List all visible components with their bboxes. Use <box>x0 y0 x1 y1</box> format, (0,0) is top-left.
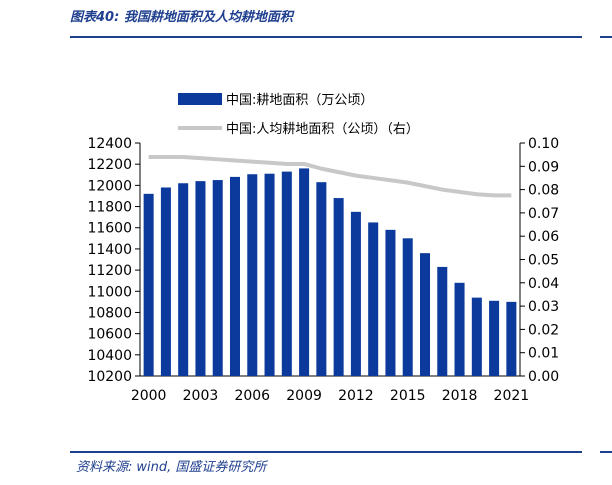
bar <box>212 180 223 376</box>
legend: 中国:耕地面积（万公顷） 中国:人均耕地面积（公顷）（右） <box>178 92 419 137</box>
bar-series <box>143 168 517 376</box>
y-left-tick-label: 11600 <box>87 221 132 237</box>
bar <box>299 168 310 376</box>
legend-line-label: 中国:人均耕地面积（公顷）（右） <box>226 121 419 137</box>
bar <box>160 187 171 376</box>
source-text: wind, 国盛证券研究所 <box>136 460 267 475</box>
y-right-tick-label: 0.03 <box>528 299 559 315</box>
bar <box>506 301 517 376</box>
bar <box>247 174 258 376</box>
y-left-tick-label: 11000 <box>87 284 132 300</box>
bar <box>195 181 206 376</box>
y-left-tick-label: 12000 <box>87 178 132 194</box>
y-right-tick-label: 0.10 <box>528 136 559 152</box>
bar <box>350 211 361 376</box>
y-left-tick-label: 10200 <box>87 369 132 385</box>
bar <box>402 238 413 376</box>
bar <box>178 183 189 376</box>
y-left-tick-label: 11200 <box>87 263 132 279</box>
x-tick-label: 2000 <box>131 388 167 404</box>
x-tick-label: 2006 <box>234 388 270 404</box>
line-series <box>148 154 512 198</box>
y-right-tick-label: 0.01 <box>528 346 559 362</box>
per-capita-line <box>148 154 512 198</box>
y-left-tick-label: 10400 <box>87 348 132 364</box>
bar <box>229 176 241 376</box>
y-right-tick-label: 0.02 <box>528 322 559 338</box>
y-left-tick-label: 12400 <box>87 136 132 152</box>
legend-bar-label: 中国:耕地面积（万公顷） <box>226 92 373 108</box>
y-right-tick-label: 0.08 <box>528 183 559 199</box>
x-tick-label: 2015 <box>390 388 426 404</box>
bar <box>281 171 292 376</box>
y-left-tick-label: 11400 <box>87 242 132 258</box>
bar <box>385 229 396 376</box>
y-right-tick-label: 0.00 <box>528 369 559 385</box>
y-right-tick-label: 0.05 <box>528 253 559 269</box>
bar <box>437 266 448 376</box>
legend-bar-swatch <box>178 93 222 105</box>
chart: 中国:耕地面积（万公顷） 中国:人均耕地面积（公顷）（右） 12400 12200… <box>87 92 559 404</box>
source-label: 资料来源: <box>76 460 133 475</box>
bar <box>454 282 465 376</box>
y-right-tick-label: 0.06 <box>528 229 559 245</box>
y-left-tick-label: 10800 <box>87 305 132 321</box>
bar <box>368 222 379 376</box>
page-title: 图表40: 我国耕地面积及人均耕地面积 <box>70 10 293 25</box>
x-tick-label: 2009 <box>286 388 322 404</box>
bar <box>316 182 327 376</box>
bar <box>489 300 500 376</box>
header-rule-stub <box>600 36 612 38</box>
bar <box>143 193 154 376</box>
x-tick-label: 2003 <box>183 388 219 404</box>
source-note: 资料来源: wind, 国盛证券研究所 <box>76 456 266 475</box>
y-right-tick-label: 0.09 <box>528 159 559 175</box>
axes <box>135 142 525 377</box>
footer-rule <box>70 451 582 453</box>
x-tick-label: 2012 <box>338 388 374 404</box>
x-tick-label: 2021 <box>494 388 530 404</box>
header-rule <box>70 36 582 38</box>
y-left-tick-label: 11800 <box>87 200 132 216</box>
x-tick-label: 2018 <box>442 388 478 404</box>
bar <box>333 198 344 376</box>
bar <box>471 297 482 376</box>
y-left-tick-label: 10600 <box>87 327 132 343</box>
y-right-tick-label: 0.07 <box>528 206 559 222</box>
y-left-tick-label: 12200 <box>87 157 132 173</box>
y-right-tick-label: 0.04 <box>528 276 559 292</box>
bar <box>419 253 431 376</box>
footer-rule-stub <box>600 451 612 453</box>
tick-labels: 12400 12200 12000 11800 11600 11400 11200 11000… <box>87 136 559 404</box>
bar <box>264 173 275 376</box>
